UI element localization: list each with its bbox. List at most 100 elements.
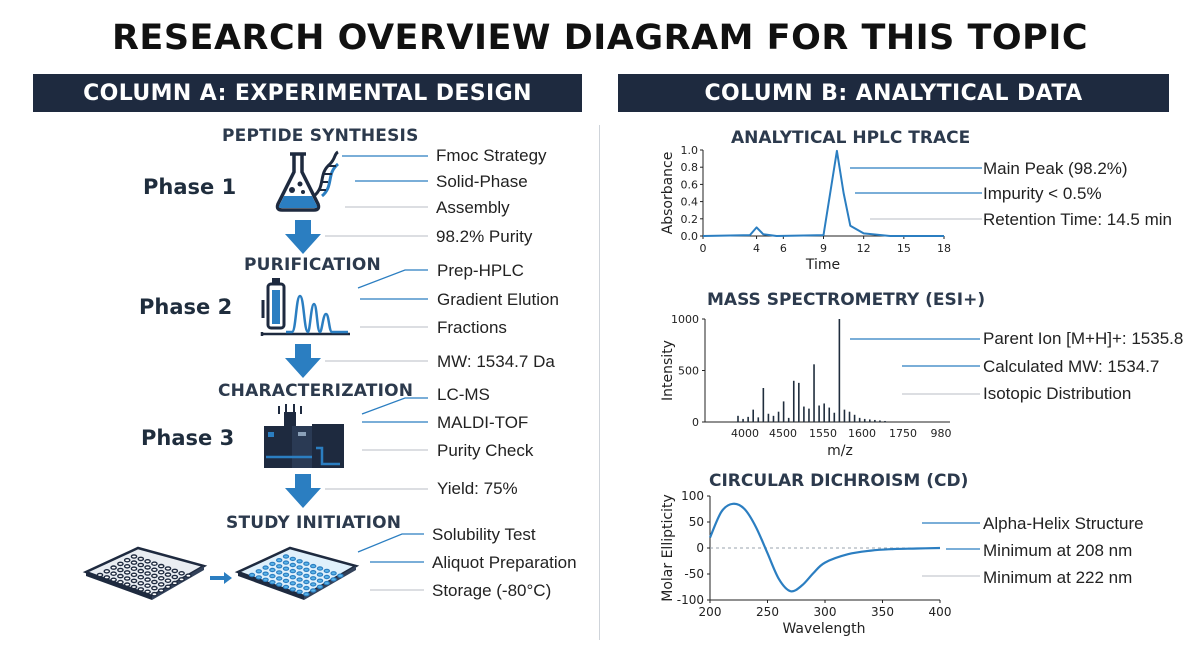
x-axis-label: m/z: [827, 443, 853, 459]
note-solubility-test: Solubility Test: [432, 525, 536, 544]
well: [309, 576, 317, 581]
hplc-note-main-peak: Main Peak (98.2%): [983, 159, 1128, 178]
well: [275, 564, 283, 569]
well: [144, 571, 151, 576]
well: [303, 573, 310, 579]
well: [117, 567, 124, 573]
well: [178, 577, 185, 582]
well: [117, 579, 124, 585]
x-tick-label: 4: [753, 242, 760, 255]
well: [164, 572, 172, 577]
well: [171, 580, 179, 586]
down-arrow-icon: [285, 220, 321, 254]
experimental-design-flow: PEPTIDE SYNTHESIS Phase 1 Fmoc Strategy …: [82, 126, 577, 600]
well: [282, 572, 290, 578]
well: [110, 571, 117, 577]
y-axis-label: Molar Ellipticity: [660, 494, 676, 601]
well: [110, 577, 117, 583]
well: [337, 573, 344, 578]
well: [296, 577, 303, 582]
well: [151, 573, 158, 579]
well: [269, 573, 276, 579]
well: [275, 576, 283, 581]
well: [123, 576, 131, 581]
well: [309, 588, 317, 593]
well: [296, 583, 303, 588]
well: [137, 574, 145, 580]
x-tick-label: 4000: [731, 427, 759, 440]
well: [275, 582, 283, 587]
well: [144, 565, 151, 570]
well: [130, 560, 138, 565]
well: [275, 558, 283, 563]
well: [137, 587, 145, 592]
well: [323, 568, 330, 574]
well: [144, 577, 151, 582]
y-tick-label: 1000: [671, 313, 699, 326]
y-tick-label: 100: [681, 489, 704, 503]
result-yield: Yield: 75%: [437, 479, 518, 498]
hplc-chart: 0 4 6 9 12 15 18 0.0 0.2 0.4 0.6 0.8 1.0 Time Absorban…: [660, 144, 982, 273]
well: [137, 562, 145, 568]
well: [316, 584, 324, 590]
step-title-study-initiation: STUDY INITIATION: [226, 513, 402, 533]
well: [309, 570, 317, 575]
note-solid-phase: Solid-Phase: [436, 172, 528, 191]
well: [303, 579, 310, 585]
y-tick-label: -100: [677, 593, 704, 607]
well: [123, 563, 131, 569]
well: [123, 582, 131, 587]
well: [144, 589, 151, 595]
phase-label-3: Phase 3: [141, 426, 235, 450]
page-title: RESEARCH OVERVIEW DIAGRAM FOR THIS TOPIC: [111, 18, 1089, 58]
well: [164, 578, 172, 584]
well: [269, 580, 276, 585]
well: [303, 561, 310, 566]
well: [282, 584, 290, 590]
well: [282, 566, 290, 571]
y-tick-label: 0.2: [681, 213, 699, 226]
well: [123, 570, 131, 575]
well: [296, 589, 303, 595]
well: [255, 569, 262, 574]
well: [110, 565, 117, 570]
series-line: [702, 149, 944, 237]
column-b-header: COLUMN B: ANALYTICAL DATA: [618, 74, 1169, 112]
note-aliquot-preparation: Aliquot Preparation: [432, 553, 577, 572]
well: [303, 592, 310, 597]
step-title-characterization: CHARACTERIZATION: [218, 381, 414, 401]
well: [130, 566, 138, 572]
well: [262, 571, 269, 576]
well: [275, 570, 283, 575]
y-tick-label: 0.0: [681, 230, 699, 243]
well: [289, 587, 296, 592]
down-arrow-icon: [285, 344, 321, 378]
well: [157, 569, 165, 575]
note-assembly: Assembly: [436, 198, 510, 217]
well-plate-icon: [82, 546, 360, 600]
well: [282, 554, 290, 559]
step-title-purification: PURIFICATION: [244, 255, 381, 275]
cd-chart: 200 250 300 350 400 100 50 0 -50 -100 Wavelength Mo…: [660, 489, 980, 637]
well: [282, 578, 290, 584]
x-tick-label: 6: [780, 242, 787, 255]
note-purity-check: Purity Check: [437, 441, 534, 460]
x-tick-label: 250: [756, 605, 779, 619]
result-purity: 98.2% Purity: [436, 227, 533, 246]
result-mw: MW: 1534.7 Da: [437, 352, 555, 371]
well: [178, 571, 185, 576]
phase-label-2: Phase 2: [139, 295, 233, 319]
ms-note-calculated-mw: Calculated MW: 1534.7: [983, 357, 1160, 376]
well: [151, 585, 158, 591]
x-tick-label: 400: [929, 605, 952, 619]
well: [296, 559, 303, 564]
well: [330, 571, 337, 576]
well: [323, 580, 330, 586]
mass-spectrometer-icon: [264, 404, 344, 468]
note-prep-hplc: Prep-HPLC: [437, 261, 524, 280]
y-tick-label: 0: [692, 416, 699, 429]
y-tick-label: 0.4: [681, 196, 699, 209]
note-gradient-elution: Gradient Elution: [437, 290, 559, 309]
cd-note-alpha-helix: Alpha-Helix Structure: [983, 514, 1144, 533]
ms-chart: 4000 4500 1550 1600 1750 980 0 500 1000 m/z Intens…: [660, 313, 980, 459]
